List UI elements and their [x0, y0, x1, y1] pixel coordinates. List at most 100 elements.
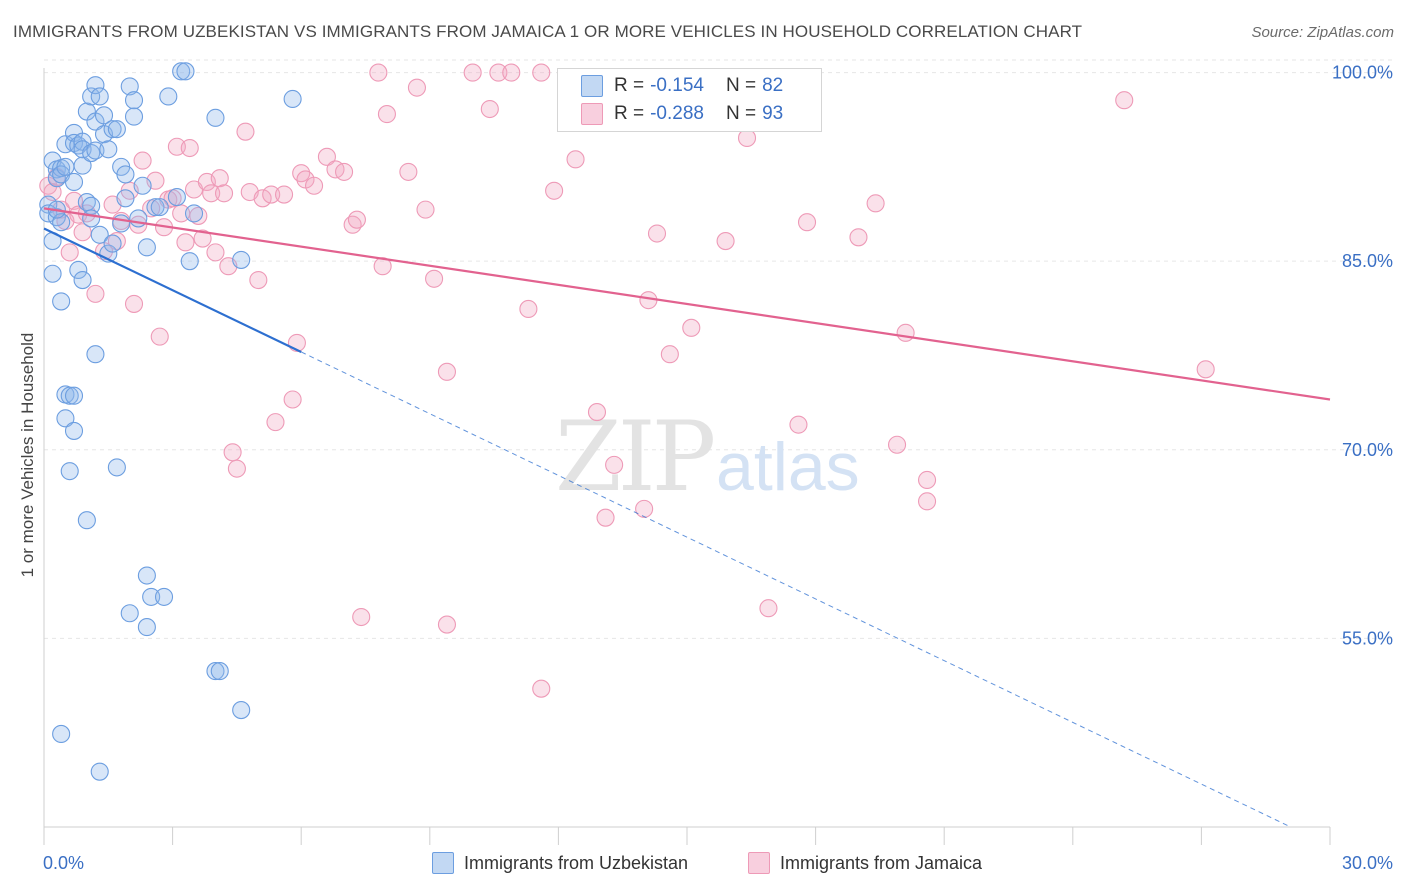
uzbekistan-point	[107, 458, 126, 477]
jamaica-point	[317, 147, 336, 166]
tick-labels: 55.0% 70.0% 85.0% 100.0% 0.0% 30.0%	[43, 63, 1393, 873]
uzbekistan-point	[124, 107, 144, 126]
uzbekistan-point	[56, 157, 75, 176]
uzbekistan-point	[52, 724, 71, 744]
uzbekistan-point	[167, 188, 186, 207]
correlation-legend: R = -0.154 N = 82 R = -0.288 N = 93	[557, 68, 822, 132]
chart-title: IMMIGRANTS FROM UZBEKISTAN VS IMMIGRANTS…	[13, 22, 1083, 41]
jamaica-point	[502, 63, 521, 82]
uzbekistan-point	[64, 172, 84, 192]
jamaica-point	[635, 499, 654, 518]
uzbekistan-point	[206, 108, 225, 127]
watermark-zip: ZIP	[555, 401, 714, 513]
jamaica-point	[202, 184, 221, 203]
jamaica-point	[133, 151, 152, 170]
uzbekistan-point	[159, 87, 178, 106]
jamaica-point	[519, 299, 538, 319]
jamaica-point	[335, 162, 354, 181]
jamaica-point	[399, 162, 418, 181]
legend-swatch-uzbekistan	[581, 75, 603, 97]
uzbekistan-point	[124, 91, 144, 110]
jamaica-point	[887, 435, 907, 454]
uzbekistan-point	[90, 87, 109, 106]
jamaica-point	[789, 415, 808, 434]
trend-lines	[43, 207, 1331, 828]
uzbekistan-point	[73, 156, 92, 175]
jamaica-point	[275, 185, 294, 204]
uzbekistan-point	[137, 618, 156, 637]
uzbekistan-trend-line	[43, 227, 302, 353]
jamaica-point	[489, 63, 508, 82]
legend-n-label: N =	[725, 103, 757, 124]
uzbekistan-point	[137, 238, 156, 257]
jamaica-point	[249, 270, 268, 290]
jamaica-point	[437, 615, 456, 634]
x-tick-label: 0.0%	[43, 853, 84, 873]
jamaica-point	[176, 233, 195, 252]
uzbekistan-points	[39, 62, 302, 781]
jamaica-point	[347, 210, 366, 229]
uzbekistan-point	[283, 89, 302, 109]
uzbekistan-point	[116, 165, 135, 184]
jamaica-point	[918, 492, 937, 511]
jamaica-point	[587, 403, 607, 422]
uzbekistan-point	[43, 264, 62, 283]
legend-row-uzbekistan: R = -0.154 N = 82	[581, 73, 783, 99]
jamaica-point	[253, 189, 272, 208]
watermark: ZIP atlas	[555, 401, 860, 513]
jamaica-point	[193, 229, 212, 248]
uzbekistan-point	[107, 120, 126, 139]
uzbekistan-point	[176, 62, 195, 81]
uzbekistan-point	[90, 225, 109, 244]
jamaica-point	[305, 176, 324, 195]
uzbekistan-point	[206, 662, 225, 681]
jamaica-point	[369, 63, 388, 82]
uzbekistan-point	[112, 214, 131, 233]
uzbekistan-point	[120, 77, 139, 96]
jamaica-point	[283, 390, 302, 409]
jamaica-point	[737, 128, 757, 148]
uzbekistan-point	[103, 120, 122, 139]
jamaica-points	[39, 63, 1215, 698]
uzbekistan-trend-extension	[300, 351, 1291, 828]
uzbekistan-point	[210, 662, 229, 681]
uzbekistan-point	[120, 604, 139, 623]
legend-item-jamaica[interactable]: Immigrants from Jamaica	[748, 852, 982, 874]
jamaica-point	[86, 284, 105, 303]
y-tick-label: 85.0%	[1342, 251, 1393, 271]
jamaica-point	[716, 232, 735, 251]
jamaica-point	[124, 294, 144, 313]
jamaica-point	[682, 318, 701, 337]
jamaica-point	[180, 138, 199, 158]
jamaica-point	[463, 63, 482, 82]
watermark-atlas: atlas	[716, 429, 860, 505]
uzbekistan-point	[184, 204, 204, 223]
jamaica-point	[266, 413, 285, 432]
jamaica-point	[918, 470, 937, 490]
uzbekistan-point	[60, 386, 79, 405]
legend-r-value-uzbekistan: -0.154	[650, 75, 704, 96]
jamaica-point	[532, 63, 551, 82]
uzbekistan-point	[172, 62, 191, 81]
source-label: Source: ZipAtlas.com	[1251, 24, 1394, 41]
jamaica-point	[1196, 360, 1215, 379]
jamaica-point	[425, 269, 444, 288]
legend-row-jamaica: R = -0.288 N = 93	[581, 101, 784, 127]
legend-n-value-jamaica: 93	[762, 103, 784, 124]
uzbekistan-point	[64, 386, 84, 405]
uzbekistan-point	[180, 252, 199, 271]
y-tick-label: 70.0%	[1342, 440, 1393, 460]
jamaica-point	[596, 508, 615, 527]
uzbekistan-point	[73, 140, 92, 159]
uzbekistan-point	[56, 409, 75, 428]
uzbekistan-point	[86, 345, 105, 364]
jamaica-point	[227, 459, 246, 478]
uzbekistan-point	[116, 189, 135, 208]
legend-n-label: N =	[725, 75, 757, 96]
uzbekistan-point	[232, 701, 251, 720]
uzbekistan-point	[232, 250, 251, 269]
uzbekistan-point	[154, 587, 174, 606]
jamaica-point	[866, 194, 885, 213]
legend-item-uzbekistan[interactable]: Immigrants from Uzbekistan	[432, 852, 688, 874]
